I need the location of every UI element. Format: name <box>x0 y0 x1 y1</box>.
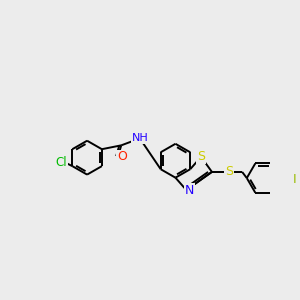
Text: S: S <box>225 165 233 178</box>
Text: S: S <box>197 150 205 164</box>
Text: Cl: Cl <box>56 156 67 169</box>
Text: N: N <box>185 184 194 196</box>
Text: I: I <box>292 173 296 186</box>
Text: O: O <box>117 150 127 164</box>
Text: NH: NH <box>131 134 148 143</box>
